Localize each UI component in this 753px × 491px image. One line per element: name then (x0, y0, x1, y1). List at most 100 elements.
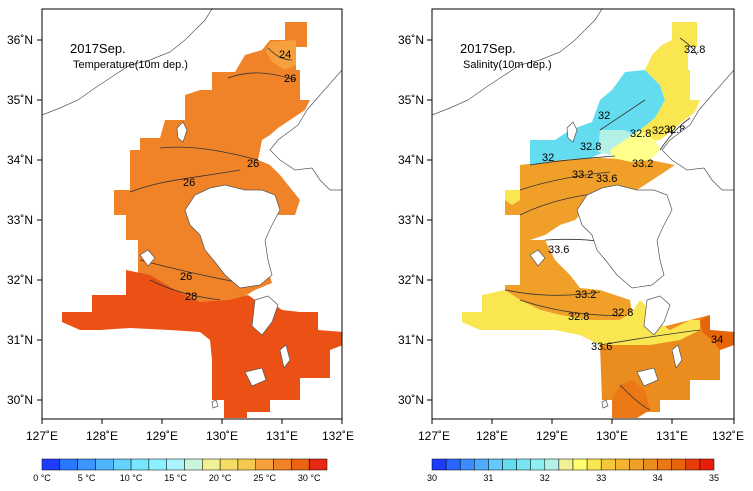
x-tick-label: 127˚E (418, 429, 450, 443)
salinity-field-darkorange-sw (612, 380, 650, 418)
salinity-ticks (427, 39, 735, 424)
y-tick-label: 34˚N (398, 153, 424, 167)
x-tick-label: 130˚E (596, 429, 628, 443)
colorbar-swatch (273, 458, 292, 471)
colorbar-label: 31 (483, 473, 493, 483)
contour-label: 33.6 (596, 173, 617, 185)
temperature-x-axis-labels: 127˚E 128˚E 129˚E 130˚E 131˚E 132˚E (26, 429, 354, 443)
y-tick-label: 35˚N (7, 93, 33, 107)
temperature-plot-border (41, 8, 343, 420)
temperature-field-main (114, 22, 310, 306)
tsushima-island (566, 121, 578, 143)
colorbar-swatch (544, 458, 560, 471)
y-tick-label: 31˚N (398, 333, 424, 347)
colorbar-swatch (530, 458, 546, 471)
colorbar-swatch (130, 458, 150, 471)
contour-label: 33.2 (572, 169, 593, 181)
honshu-land (661, 69, 734, 191)
colorbar-swatch (59, 458, 78, 471)
x-tick-label: 129˚E (536, 429, 568, 443)
honshu-land (269, 69, 342, 191)
x-tick-label: 129˚E (146, 429, 178, 443)
salinity-field-yellow-mid (610, 130, 660, 162)
contour-label: 26 (183, 177, 195, 189)
salinity-contours (504, 37, 701, 411)
colorbar-swatch (615, 458, 630, 471)
colorbar-label: 34 (653, 473, 663, 483)
korea-coast (42, 9, 213, 116)
colorbar-label: 15 °C (164, 473, 187, 483)
temperature-colorbar: 0 °C 5 °C 10 °C 15 °C 20 °C 25 °C 30 °C (33, 458, 328, 483)
colorbar-swatch (308, 458, 328, 471)
y-tick-label: 30˚N (7, 393, 33, 407)
contour-label: 32.8 (612, 307, 633, 319)
salinity-coastlines (432, 9, 734, 409)
colorbar-swatch (148, 458, 167, 471)
colorbar-swatch (600, 458, 616, 471)
colorbar-swatch (671, 458, 687, 471)
y-tick-label: 32˚N (7, 273, 33, 287)
colorbar-swatch (291, 458, 310, 471)
colorbar-swatch (502, 458, 517, 471)
contour-label: 26 (180, 271, 192, 283)
x-tick-label: 132˚E (712, 429, 744, 443)
salinity-field-darkorange (700, 315, 734, 350)
y-tick-label: 32˚N (398, 273, 424, 287)
colorbar-swatch (699, 458, 715, 471)
colorbar-swatch (113, 458, 132, 471)
contour-label: 32 (542, 152, 554, 164)
contour-label: 26 (284, 73, 296, 85)
colorbar-swatch (488, 458, 503, 471)
x-tick-label: 128˚E (476, 429, 508, 443)
colorbar-swatch (202, 458, 221, 471)
contour-label: 33.6 (548, 244, 569, 256)
contour-label: 24 (279, 49, 291, 61)
colorbar-label: 30 °C (298, 473, 321, 483)
y-tick-label: 34˚N (7, 153, 33, 167)
contour-label: 26 (247, 158, 259, 170)
salinity-panel: 32.8 32 32 32.4 32.8 32.8 32.8 33.2 33.2… (398, 8, 744, 483)
temperature-contour-labels: 24 26 26 26 26 28 (180, 49, 296, 303)
temperature-ticks (37, 39, 343, 424)
colorbar-swatch (657, 458, 672, 471)
salinity-field-yellow-ne (640, 22, 700, 142)
x-tick-label: 127˚E (26, 429, 58, 443)
colorbar-label: 0 °C (33, 473, 51, 483)
colorbar-swatch (237, 458, 256, 471)
small-island (211, 399, 219, 409)
contour-label: 32.8 (630, 128, 651, 140)
yakushima-island (244, 367, 267, 387)
y-tick-label: 31˚N (7, 333, 33, 347)
salinity-field-yellow-south (462, 290, 700, 345)
contour-label: 32 (598, 110, 610, 122)
colorbar-swatch (77, 458, 96, 471)
colorbar-swatch (445, 458, 461, 471)
contour-label: 32.8 (568, 311, 589, 323)
contour-label: 32.4 (652, 125, 673, 137)
colorbar-label: 33 (596, 473, 606, 483)
osumi-land (251, 295, 279, 336)
colorbar-swatch (685, 458, 701, 471)
contour-label: 33.2 (632, 158, 653, 170)
colorbar-label: 10 °C (120, 473, 143, 483)
colorbar-swatch (166, 458, 185, 471)
colorbar-label: 32 (540, 473, 550, 483)
contour-label: 33.6 (591, 341, 612, 353)
salinity-plot-border (431, 8, 735, 420)
temperature-panel: 24 26 26 26 26 28 2017Se (7, 8, 354, 483)
colorbar-swatch (255, 458, 274, 471)
contour-label: 32.8 (580, 141, 601, 153)
goto-islands (139, 249, 156, 267)
x-tick-label: 132˚E (322, 429, 354, 443)
tanegashima-island (671, 344, 683, 369)
y-tick-label: 36˚N (398, 33, 424, 47)
tanegashima-island (279, 344, 291, 369)
colorbar-label: 20 °C (209, 473, 232, 483)
colorbar-swatch (558, 458, 574, 471)
korea-coast (432, 9, 603, 116)
salinity-field-cyan (530, 70, 665, 165)
colorbar-label: 25 °C (253, 473, 276, 483)
contour-label: 28 (185, 291, 197, 303)
y-tick-label: 33˚N (7, 213, 33, 227)
